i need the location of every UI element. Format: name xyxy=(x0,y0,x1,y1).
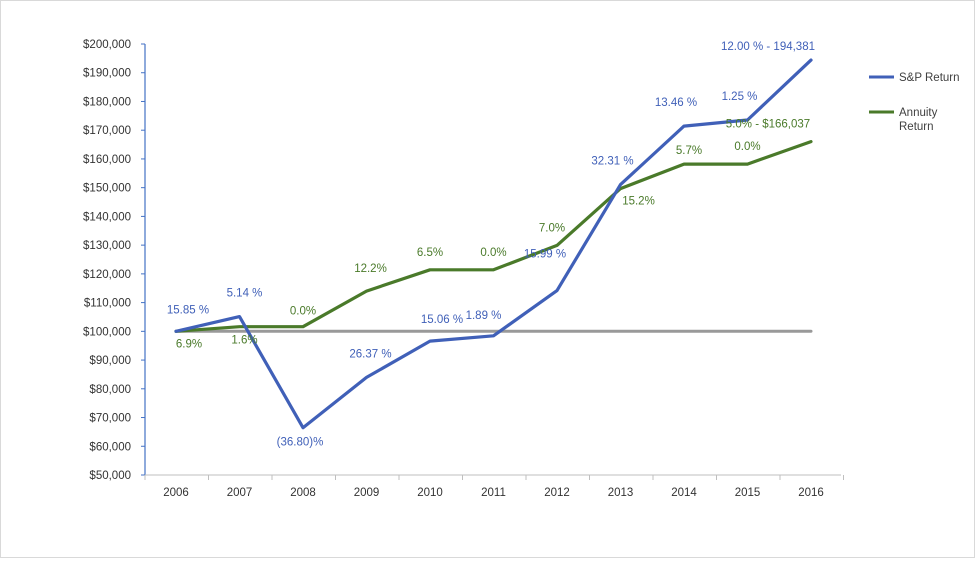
x-tick-label: 2012 xyxy=(544,487,570,499)
x-tick-label: 2015 xyxy=(735,487,761,499)
y-tick-label: $70,000 xyxy=(89,413,131,425)
legend: S&P Return Annuity Return xyxy=(869,72,960,133)
annuity-data-label: 5.7% xyxy=(676,145,702,157)
legend-item-annuity-return: Annuity Return xyxy=(869,107,938,133)
series-lines xyxy=(174,58,813,430)
sp-data-label: 26.37 % xyxy=(349,348,391,360)
annuity-data-label: 0.0% xyxy=(480,247,506,259)
y-tick-label: $140,000 xyxy=(83,211,131,223)
x-tick-label: 2011 xyxy=(481,487,506,499)
sp-data-label: 13.46 % xyxy=(655,97,697,109)
legend-label: S&P Return xyxy=(899,72,960,84)
x-tick-label: 2008 xyxy=(290,487,316,499)
annuity-data-label: 15.2% xyxy=(622,196,655,208)
sp-data-label: 15.99 % xyxy=(524,249,566,261)
legend-label: Annuity xyxy=(899,107,938,119)
data-labels: 15.85 % 5.14 % (36.80)% 26.37 % 15.06 % 1.89 … xyxy=(167,41,815,449)
x-tick-label: 2013 xyxy=(608,487,634,499)
y-tick-label: $60,000 xyxy=(89,441,131,453)
y-tick-label: $160,000 xyxy=(83,154,131,166)
sp-data-label: 12.00 % - 194,381 xyxy=(721,41,815,53)
y-tick-label: $170,000 xyxy=(83,125,131,137)
annuity-data-label: 12.2% xyxy=(354,263,387,275)
annuity-data-label: 5.0% - $166,037 xyxy=(726,119,810,131)
sp-data-label: 15.85 % xyxy=(167,304,209,316)
x-tick-label: 2010 xyxy=(417,487,443,499)
y-tick-label: $180,000 xyxy=(83,96,131,108)
sp-data-label: (36.80)% xyxy=(277,437,324,449)
sp-data-label: 1.25 % xyxy=(722,91,758,103)
y-tick-label: $80,000 xyxy=(89,384,131,396)
x-tick-label: 2016 xyxy=(798,487,824,499)
y-tick-label: $100,000 xyxy=(83,326,131,338)
annuity-data-label: 1.6% xyxy=(231,335,257,347)
annuity-data-label: 6.9% xyxy=(176,338,202,350)
x-tick-label: 2014 xyxy=(671,487,697,499)
y-tick-label: $200,000 xyxy=(83,39,131,51)
x-tick-label: 2009 xyxy=(354,487,380,499)
annuity-data-label: 0.0% xyxy=(734,141,760,153)
y-tick-label: $50,000 xyxy=(89,470,131,482)
annuity-data-label: 7.0% xyxy=(539,222,565,234)
y-tick-label: $120,000 xyxy=(83,269,131,281)
sp-return-line xyxy=(174,58,813,430)
legend-item-sp-return: S&P Return xyxy=(869,72,960,84)
y-tick-label: $110,000 xyxy=(84,298,131,310)
sp-data-label: 15.06 % xyxy=(421,314,463,326)
sp-data-label: 1.89 % xyxy=(466,310,502,322)
axes: $50,000 $60,000 $70,000 $80,000 $90,000 $100,… xyxy=(83,39,844,499)
y-tick-label: $130,000 xyxy=(83,240,131,252)
annuity-return-line xyxy=(174,140,813,333)
x-tick-label: 2007 xyxy=(227,487,253,499)
annuity-data-label: 0.0% xyxy=(290,306,316,318)
x-tick-label: 2006 xyxy=(163,487,189,499)
sp-data-label: 32.31 % xyxy=(591,156,633,168)
legend-label: Return xyxy=(899,121,934,133)
y-tick-label: $190,000 xyxy=(83,68,131,80)
annuity-data-label: 6.5% xyxy=(417,247,443,259)
sp-data-label: 5.14 % xyxy=(227,288,263,300)
y-tick-label: $90,000 xyxy=(89,355,131,367)
y-tick-label: $150,000 xyxy=(83,183,131,195)
